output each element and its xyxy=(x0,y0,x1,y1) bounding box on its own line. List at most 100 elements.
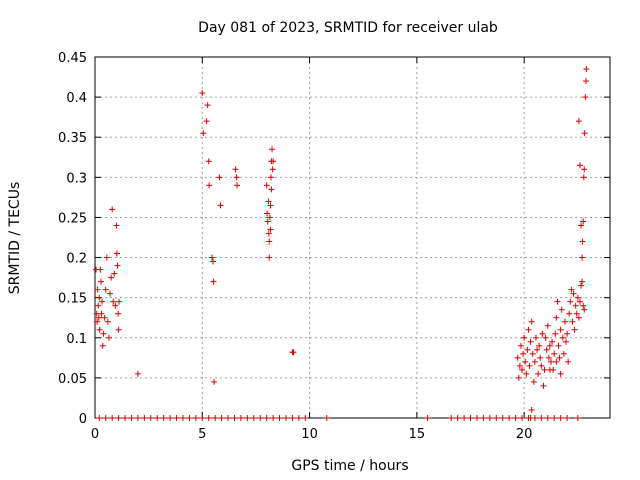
data-point xyxy=(113,222,120,229)
data-point xyxy=(111,270,118,277)
data-point xyxy=(526,362,533,369)
data-point xyxy=(116,298,123,305)
zero-data-point xyxy=(538,415,545,421)
data-point xyxy=(528,318,535,325)
data-point xyxy=(206,182,213,189)
data-point xyxy=(96,294,103,301)
data-point xyxy=(580,174,587,181)
zero-data-point xyxy=(564,415,571,421)
data-point xyxy=(563,338,570,345)
data-point xyxy=(559,334,566,341)
x-tick-label: 20 xyxy=(516,427,533,442)
y-tick-label: 0.1 xyxy=(66,332,87,347)
data-point xyxy=(98,310,105,317)
data-point xyxy=(546,366,553,373)
x-tick-label: 0 xyxy=(91,427,99,442)
data-point xyxy=(94,318,101,325)
zero-data-point xyxy=(225,415,232,421)
zero-data-point xyxy=(154,415,161,421)
y-tick-label: 0.05 xyxy=(58,372,87,387)
zero-data-point xyxy=(467,415,474,421)
zero-data-point xyxy=(115,415,122,421)
data-point xyxy=(113,250,120,257)
data-point xyxy=(519,366,526,373)
y-tick-label: 0.3 xyxy=(66,171,87,186)
data-point xyxy=(99,298,106,305)
zero-data-point xyxy=(147,415,154,421)
data-point xyxy=(100,330,107,337)
zero-data-point xyxy=(237,415,244,421)
data-point xyxy=(576,162,583,169)
data-point xyxy=(528,406,535,413)
data-point xyxy=(531,358,538,365)
zero-data-point xyxy=(448,415,455,421)
data-point xyxy=(270,158,277,165)
data-point xyxy=(555,342,562,349)
data-point xyxy=(579,278,586,285)
data-point xyxy=(234,182,241,189)
data-point xyxy=(575,314,582,321)
data-points xyxy=(93,66,590,421)
zero-data-point xyxy=(167,415,174,421)
data-point xyxy=(565,358,572,365)
data-point xyxy=(568,286,575,293)
plot-frame xyxy=(94,56,611,419)
data-point xyxy=(578,282,585,289)
zero-data-point xyxy=(244,415,251,421)
zero-data-point xyxy=(557,415,564,421)
data-point xyxy=(115,326,122,333)
data-point xyxy=(267,202,274,209)
data-point xyxy=(264,218,271,225)
data-point xyxy=(551,350,558,357)
zero-data-point xyxy=(173,415,180,421)
x-tick-label: 5 xyxy=(198,427,206,442)
data-point xyxy=(114,262,121,269)
zero-data-point xyxy=(270,415,277,421)
data-point xyxy=(553,314,560,321)
y-tick-label: 0.45 xyxy=(58,51,87,66)
data-point xyxy=(204,102,211,109)
zero-data-point xyxy=(212,415,219,421)
chart-title: Day 081 of 2023, SRMTID for receiver ula… xyxy=(198,20,498,36)
data-point xyxy=(557,370,564,377)
zero-data-point xyxy=(276,415,283,421)
data-point xyxy=(557,326,564,333)
data-point xyxy=(203,118,210,125)
data-point xyxy=(530,378,537,385)
zero-data-point xyxy=(134,415,141,421)
x-tick-label: 15 xyxy=(409,427,426,442)
data-point xyxy=(583,66,590,73)
data-point xyxy=(96,326,103,333)
data-point xyxy=(576,298,583,305)
data-point xyxy=(107,290,114,297)
data-point xyxy=(582,78,589,85)
data-point xyxy=(527,338,534,345)
zero-data-point xyxy=(544,415,551,421)
y-tick-label: 0.2 xyxy=(66,252,87,267)
data-point xyxy=(552,330,559,337)
data-point xyxy=(263,182,270,189)
data-point xyxy=(539,330,546,337)
y-tick-label: 0 xyxy=(79,412,87,427)
zero-data-point xyxy=(302,415,309,421)
data-point xyxy=(537,354,544,361)
data-point xyxy=(572,302,579,309)
zero-data-point xyxy=(257,415,264,421)
zero-data-point xyxy=(231,415,238,421)
data-point xyxy=(94,286,101,293)
data-point xyxy=(578,222,585,229)
data-point xyxy=(556,354,563,361)
data-point xyxy=(553,358,560,365)
data-point xyxy=(268,186,275,193)
zero-data-point xyxy=(96,415,103,421)
zero-data-point xyxy=(424,415,431,421)
data-point xyxy=(561,318,568,325)
data-point xyxy=(580,302,587,309)
zero-data-point xyxy=(493,415,500,421)
data-point xyxy=(233,174,240,181)
data-point xyxy=(134,370,141,377)
data-point xyxy=(549,338,556,345)
data-point xyxy=(575,118,582,125)
data-point xyxy=(199,90,206,97)
